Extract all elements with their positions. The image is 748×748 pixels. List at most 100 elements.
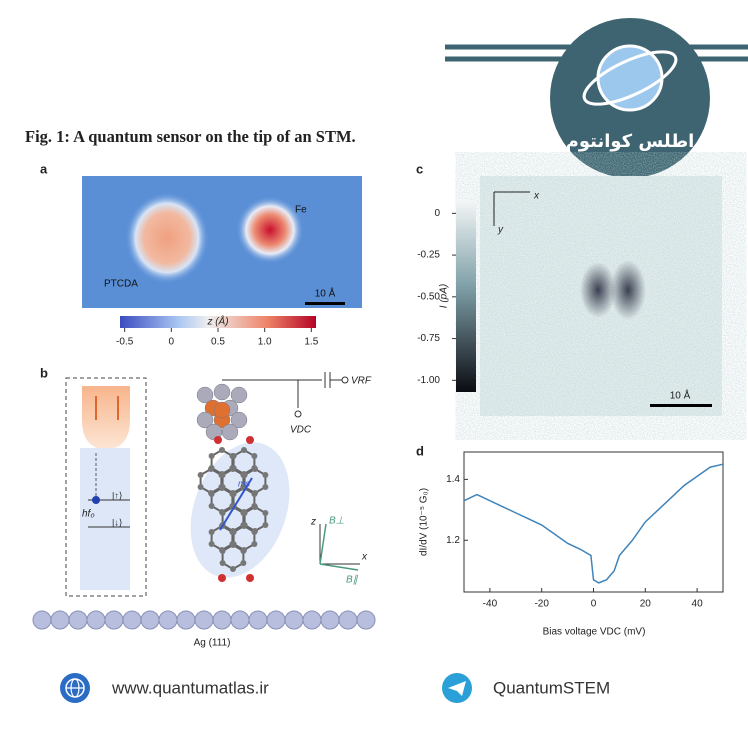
carbon xyxy=(241,523,247,529)
ag-atom xyxy=(68,610,88,630)
fe-blob xyxy=(236,196,304,264)
website[interactable]: www.quantumatlas.ir xyxy=(111,678,269,697)
b-perp xyxy=(319,523,327,565)
ag-atom xyxy=(356,610,376,630)
panel-label: b xyxy=(40,365,48,380)
colorbar xyxy=(456,200,476,392)
carbon xyxy=(219,485,225,491)
carbon xyxy=(251,541,258,547)
panel-label: c xyxy=(416,161,423,176)
ag-atom xyxy=(212,610,232,630)
carbon xyxy=(219,510,226,516)
vrf-label: VRF xyxy=(351,376,372,387)
x-tick-label: 40 xyxy=(692,599,704,610)
ag-atom xyxy=(194,610,214,630)
state-label: |↑⟩ xyxy=(112,490,122,500)
oxygen xyxy=(246,574,254,582)
scalebar xyxy=(650,404,712,407)
ag-atom xyxy=(266,610,286,630)
scalebar-label: 10 Å xyxy=(315,287,336,300)
current-blob xyxy=(610,260,646,320)
b-par xyxy=(319,563,359,571)
carbon xyxy=(208,491,215,497)
ag-atom xyxy=(122,610,142,630)
carbon xyxy=(251,453,258,459)
atom-label: Fe xyxy=(295,205,307,216)
carbon xyxy=(208,466,214,472)
web-icon-line xyxy=(70,678,80,698)
carbon xyxy=(240,560,247,566)
colorbar-tick-label: 0.5 xyxy=(211,337,225,348)
ag-atom xyxy=(50,610,70,630)
channel[interactable]: QuantumSTEM xyxy=(493,678,610,697)
tip-atom xyxy=(196,411,214,429)
logo-globe xyxy=(596,44,664,112)
tip-atom xyxy=(230,411,248,429)
carbon xyxy=(230,466,236,472)
ag-atom xyxy=(248,610,268,630)
carbon xyxy=(230,491,237,497)
axis-label: z xyxy=(310,517,316,528)
carbon xyxy=(219,560,226,566)
carbon xyxy=(262,472,269,478)
electron xyxy=(92,496,100,504)
carbon xyxy=(262,510,269,516)
carbon xyxy=(241,510,248,516)
colorbar-tick-label: 0 xyxy=(169,337,175,348)
colorbar-tick-label: 0 xyxy=(434,208,440,219)
carbon xyxy=(230,566,236,572)
ag-atom xyxy=(32,610,52,630)
moment-arrow xyxy=(219,477,253,531)
carbon xyxy=(230,542,236,548)
x-tick-label: -20 xyxy=(534,599,549,610)
tip-atom xyxy=(213,401,231,419)
tip xyxy=(82,386,130,450)
colorbar-tick-label: -1.00 xyxy=(417,375,440,386)
carbon xyxy=(208,503,215,509)
ag-atom xyxy=(176,610,196,630)
tip-atom xyxy=(221,423,239,441)
carbon xyxy=(197,472,204,478)
colorbar-tick-label: 1.5 xyxy=(304,337,318,348)
vdc-label: VDC xyxy=(290,425,312,436)
axis-label: x xyxy=(533,191,540,202)
colorbar-label: I (pA) xyxy=(439,284,450,308)
carbon xyxy=(252,504,258,510)
colorbar xyxy=(120,316,316,328)
axis-label: x xyxy=(361,552,368,563)
ag-atom xyxy=(86,610,106,630)
oxygen xyxy=(214,436,222,444)
carbon xyxy=(219,447,225,453)
ag-atom xyxy=(338,610,358,630)
telegram-plane xyxy=(448,681,466,696)
carbon xyxy=(230,529,237,535)
sensor-region xyxy=(80,448,130,590)
y-axis-label: dI/dV (10⁻⁵ G₀) xyxy=(419,488,430,556)
ag-atom xyxy=(320,610,340,630)
plot-frame xyxy=(463,451,724,593)
terminal xyxy=(294,410,302,418)
logo-text: اطلس کوانتوم xyxy=(566,131,695,152)
colorbar-tick-label: -0.50 xyxy=(417,291,440,302)
carbon xyxy=(262,484,269,490)
ag-atom xyxy=(158,610,178,630)
axis-label: y xyxy=(497,225,504,236)
tip-atom xyxy=(230,386,248,404)
oxygen xyxy=(218,574,226,582)
carbon xyxy=(252,466,258,472)
logo-orbit xyxy=(582,50,678,106)
x-axis-label: Bias voltage VDC (mV) xyxy=(543,627,646,638)
carbon xyxy=(262,522,269,528)
figure-title: Fig. 1: A quantum sensor on the tip of a… xyxy=(25,127,356,146)
x-tick-label: 0 xyxy=(591,599,597,610)
carbon xyxy=(241,447,247,453)
ag-atom xyxy=(284,610,304,630)
carbon xyxy=(240,548,247,554)
panel-label: d xyxy=(416,443,424,458)
dashed-box xyxy=(65,377,147,597)
ag-atom xyxy=(104,610,124,630)
x-tick-label: -40 xyxy=(483,599,498,610)
colorbar-label: z (Å) xyxy=(206,315,228,328)
frequency-label: hf₀ xyxy=(82,509,95,520)
substrate-label: Ag (111) xyxy=(194,638,231,649)
